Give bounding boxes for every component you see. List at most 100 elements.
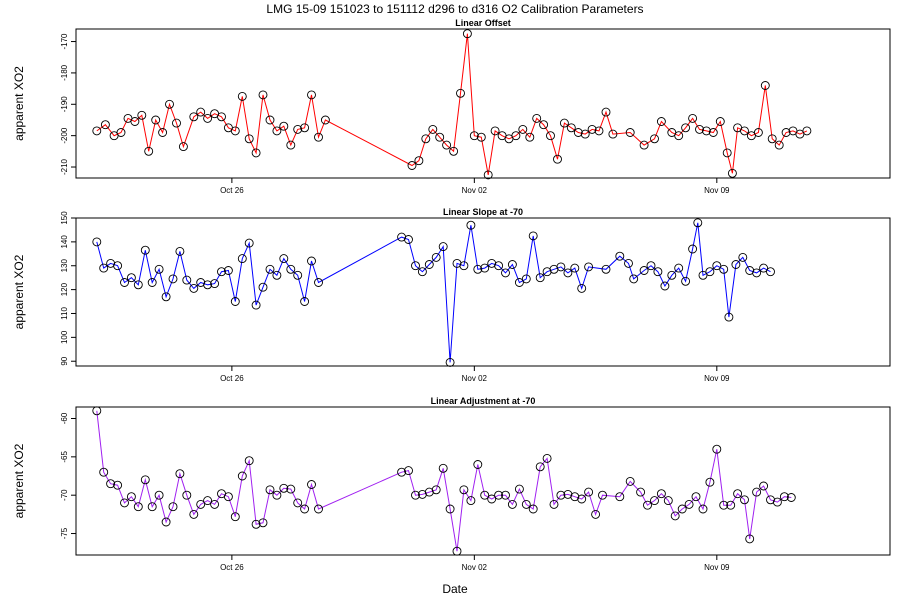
linear-adjustment-y-tick-label: -60 xyxy=(60,412,69,424)
linear-offset-data-point xyxy=(518,124,528,134)
linear-offset-data-point xyxy=(251,148,261,158)
linear-adjustment-data-point xyxy=(445,504,455,514)
linear-slope-data-point xyxy=(293,270,303,280)
linear-slope-data-point xyxy=(653,267,663,277)
linear-slope-data-point xyxy=(230,297,240,306)
linear-offset-data-point xyxy=(158,128,168,137)
linear-adjustment-data-point xyxy=(189,509,199,519)
linear-offset-data-point xyxy=(286,140,296,150)
linear-offset-data-point xyxy=(701,126,711,136)
linear-offset-data-point xyxy=(293,124,303,134)
linear-adjustment-data-point xyxy=(487,494,497,504)
linear-offset-data-point xyxy=(130,117,140,126)
linear-offset-data-point xyxy=(695,124,704,134)
linear-adjustment-data-point xyxy=(656,489,666,499)
linear-adjustment-data-point xyxy=(175,469,185,479)
linear-adjustment-data-point xyxy=(140,475,150,485)
linear-slope-data-point xyxy=(445,357,455,367)
linear-offset-data-point xyxy=(172,118,181,128)
linear-slope-data-point xyxy=(646,261,656,271)
linear-adjustment-data-point xyxy=(286,484,296,494)
linear-adjustment-data-point xyxy=(779,492,789,502)
linear-adjustment-data-point xyxy=(223,492,233,502)
linear-adjustment-data-point xyxy=(733,489,743,499)
linear-adjustment-data-point xyxy=(650,496,659,506)
linear-offset-data-point xyxy=(490,126,500,136)
linear-slope-data-point xyxy=(175,246,185,256)
linear-adjustment-data-point xyxy=(643,500,652,510)
linear-slope-data-point xyxy=(719,264,729,274)
linear-offset-data-point xyxy=(532,113,542,123)
linear-offset-data-point xyxy=(483,170,493,180)
linear-slope-y-tick-label: 120 xyxy=(60,282,69,296)
linear-slope-data-point xyxy=(660,281,670,291)
linear-adjustment-data-point xyxy=(535,462,545,472)
linear-slope-data-point xyxy=(752,268,762,278)
linear-slope-data-point xyxy=(182,275,192,285)
linear-slope-data-point xyxy=(487,258,497,268)
linear-adjustment-data-point xyxy=(237,471,247,481)
linear-adjustment-data-point xyxy=(745,534,755,544)
linear-offset-data-point xyxy=(189,112,199,122)
linear-adjustment-data-point xyxy=(404,466,413,476)
linear-offset-data-point xyxy=(573,128,583,137)
linear-offset-data-point xyxy=(650,134,659,144)
linear-offset-panel: Linear Offset apparent XO2 -210 -200 -190 -18… xyxy=(12,18,891,195)
linear-slope-data-point xyxy=(667,270,677,280)
linear-adjustment-data-point xyxy=(570,492,580,502)
linear-slope-data-point xyxy=(307,256,316,266)
linear-slope-y-tick-label: 110 xyxy=(60,307,69,320)
linear-slope-data-point xyxy=(629,274,639,284)
linear-offset-data-point xyxy=(230,126,240,136)
linear-adjustment-data-point xyxy=(577,494,587,504)
linear-slope-data-point xyxy=(688,244,698,254)
linear-slope-data-point xyxy=(120,278,129,287)
linear-slope-x-tick-label: Nov 02 xyxy=(462,374,488,383)
linear-adjustment-data-point xyxy=(615,492,625,502)
linear-offset-series-line xyxy=(96,33,808,175)
linear-adjustment-data-point xyxy=(636,487,646,497)
linear-slope-data-point xyxy=(286,264,296,274)
linear-slope-data-point xyxy=(507,260,517,269)
linear-offset-data-point xyxy=(656,117,666,126)
linear-slope-data-point xyxy=(759,263,769,273)
linear-offset-data-point xyxy=(688,113,698,123)
linear-slope-data-point xyxy=(404,235,413,244)
linear-adjustment-data-point xyxy=(705,477,715,487)
linear-offset-data-point xyxy=(553,154,562,164)
linear-adjustment-data-point xyxy=(466,496,476,506)
linear-offset-data-point xyxy=(151,115,161,125)
linear-adjustment-data-point xyxy=(514,484,524,494)
linear-slope-y-tick-label: 140 xyxy=(60,235,69,249)
linear-adjustment-data-point xyxy=(786,493,796,502)
linear-offset-data-point xyxy=(476,132,486,142)
linear-slope-data-point xyxy=(126,273,136,283)
linear-adjustment-data-point xyxy=(670,511,680,521)
linear-offset-data-point xyxy=(740,126,749,136)
linear-adjustment-data-point xyxy=(712,444,722,454)
linear-offset-data-point xyxy=(272,126,282,136)
linear-offset-data-point xyxy=(715,117,725,126)
linear-offset-data-point xyxy=(407,161,417,170)
linear-adjustment-data-point xyxy=(598,490,607,500)
linear-slope-data-point xyxy=(265,264,275,274)
linear-slope-data-point xyxy=(639,266,649,275)
linear-slope-series-line xyxy=(96,222,771,363)
linear-slope-data-point xyxy=(251,300,261,310)
linear-offset-data-point xyxy=(265,115,275,125)
linear-slope-data-point xyxy=(738,252,748,262)
linear-offset-data-point xyxy=(456,88,465,98)
linear-adjustment-x-tick-label: Oct 26 xyxy=(220,563,244,572)
linear-offset-data-point xyxy=(300,123,310,133)
linear-adjustment-data-point xyxy=(759,481,769,491)
linear-adjustment-data-point xyxy=(452,546,462,556)
linear-adjustment-data-point xyxy=(480,490,490,500)
linear-slope-y-tick-label: 90 xyxy=(60,356,69,365)
linear-adjustment-data-point xyxy=(417,489,427,499)
linear-adjustment-data-point xyxy=(279,483,289,493)
linear-offset-data-point xyxy=(774,140,784,150)
linear-slope-data-point xyxy=(494,261,504,271)
linear-slope-data-point xyxy=(196,278,206,287)
linear-adjustment-data-point xyxy=(397,467,407,477)
linear-offset-data-point xyxy=(767,134,777,144)
